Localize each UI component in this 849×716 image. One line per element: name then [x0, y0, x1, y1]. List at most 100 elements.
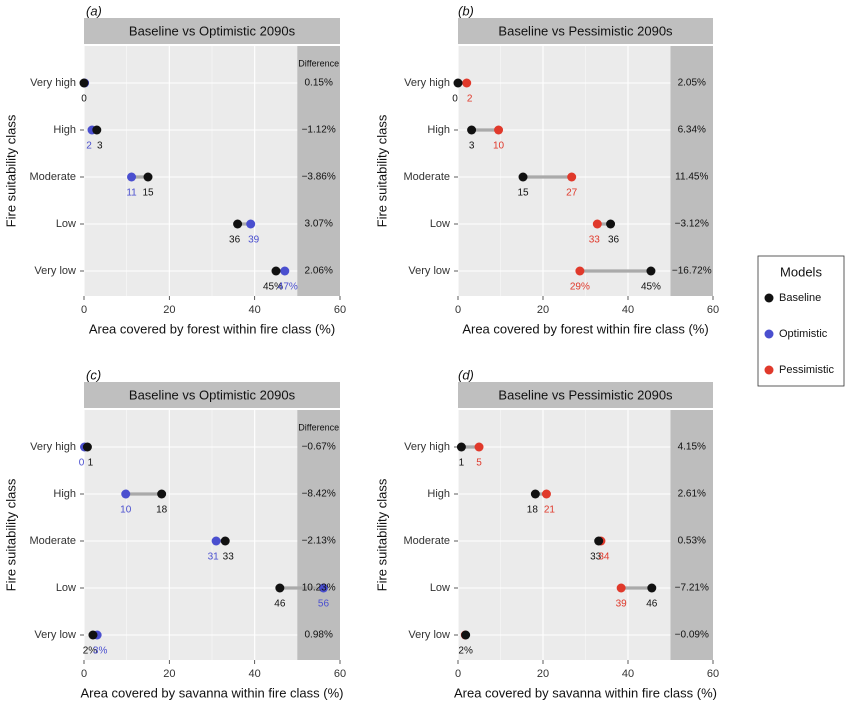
baseline-point: [157, 489, 167, 499]
optimistic-value-label: 11: [126, 188, 137, 199]
title-strip: [84, 18, 340, 44]
x-axis-title: Area covered by forest within fire class…: [462, 321, 708, 336]
category-label: Low: [430, 218, 450, 230]
baseline-value-label: 3: [469, 141, 475, 152]
x-tick-label: 40: [249, 668, 261, 680]
baseline-point: [518, 172, 528, 182]
difference-band: [670, 410, 713, 660]
baseline-value-label: 15: [142, 188, 154, 199]
baseline-point: [606, 219, 616, 229]
x-tick-label: 0: [81, 304, 87, 316]
difference-value: −2.13%: [302, 536, 336, 547]
x-tick-label: 40: [622, 304, 634, 316]
pessimistic-value-label: 21: [544, 505, 556, 516]
optimistic-value-label: 56: [318, 599, 330, 610]
y-axis-title: Fire suitability class: [374, 114, 389, 227]
baseline-point: [220, 536, 230, 546]
difference-value: −0.67%: [302, 442, 336, 453]
baseline-value-label: 18: [156, 505, 168, 516]
optimistic-point: [127, 172, 137, 182]
baseline-point: [275, 583, 285, 593]
optimistic-value-label: 31: [208, 552, 220, 563]
baseline-value-label: 0: [81, 94, 87, 105]
baseline-value-label: 1: [459, 458, 465, 469]
difference-value: −7.21%: [675, 583, 709, 594]
optimistic-value-label: 10: [120, 505, 132, 516]
legend-title: Models: [780, 264, 822, 279]
baseline-value-label: 1: [88, 458, 94, 469]
category-label: High: [53, 124, 76, 136]
difference-band: [297, 46, 340, 296]
panel-c: (c) Baseline vs Optimistic 2090s Differenc…: [3, 367, 346, 700]
difference-value: −1.12%: [302, 125, 336, 136]
baseline-value-label: 45%: [641, 282, 661, 293]
baseline-value-label: 18: [527, 505, 539, 516]
x-tick-label: 60: [707, 668, 719, 680]
baseline-value-label: 46: [646, 599, 658, 610]
difference-value: 2.06%: [304, 266, 332, 277]
x-tick-label: 20: [537, 668, 549, 680]
difference-value: 2.61%: [678, 489, 706, 500]
title-strip: [458, 18, 713, 44]
category-label: High: [427, 488, 450, 500]
optimistic-point: [318, 583, 328, 593]
x-axis-title: Area covered by forest within fire class…: [89, 321, 335, 336]
difference-value: 2.05%: [678, 78, 706, 89]
baseline-point: [233, 219, 243, 229]
baseline-value-label: 2%: [83, 646, 98, 657]
category-label: Low: [430, 582, 450, 594]
baseline-point: [79, 78, 89, 88]
category-label: Low: [56, 582, 76, 594]
legend-pessimistic-marker: [764, 365, 774, 375]
category-label: Very low: [34, 265, 76, 277]
legend-box: [757, 255, 845, 387]
baseline-point: [92, 125, 102, 135]
x-tick-label: 0: [81, 668, 87, 680]
pessimistic-point: [474, 442, 484, 452]
pessimistic-point: [462, 78, 472, 88]
difference-band: [670, 46, 713, 296]
category-label: Very high: [30, 441, 76, 453]
x-axis-title: Area covered by savanna within fire clas…: [80, 685, 343, 700]
optimistic-point: [121, 489, 131, 499]
pessimistic-value-label: 34: [598, 552, 610, 563]
pessimistic-value-label: 29%: [570, 282, 590, 293]
difference-band: [297, 410, 340, 660]
difference-header: Difference: [298, 58, 339, 68]
optimistic-point: [246, 219, 256, 229]
x-axis-title: Area covered by savanna within fire clas…: [454, 685, 717, 700]
optimistic-point: [280, 266, 290, 276]
difference-value: −0.09%: [675, 630, 709, 641]
difference-value: −16.72%: [672, 266, 712, 277]
baseline-value-label: 3: [97, 141, 103, 152]
difference-value: 0.53%: [678, 536, 706, 547]
legend: Models Baseline Optimistic Pessimistic: [757, 255, 845, 387]
difference-value: −3.86%: [302, 172, 336, 183]
pessimistic-value-label: 33: [589, 235, 601, 246]
baseline-point: [271, 266, 281, 276]
baseline-point: [456, 442, 466, 452]
baseline-point: [530, 489, 540, 499]
category-label: Low: [56, 218, 76, 230]
category-label: Very low: [34, 629, 76, 641]
y-axis-title: Fire suitability class: [3, 114, 18, 227]
x-tick-label: 40: [249, 304, 261, 316]
baseline-value-label: 0: [452, 94, 458, 105]
baseline-point: [646, 266, 656, 276]
pessimistic-value-label: 5: [476, 458, 482, 469]
legend-baseline-marker: [764, 293, 774, 303]
category-label: High: [427, 124, 450, 136]
panel-label: (a): [86, 3, 102, 18]
baseline-value-label: 2%: [458, 646, 473, 657]
difference-value: 6.34%: [678, 125, 706, 136]
optimistic-value-label: 39: [248, 235, 260, 246]
baseline-point: [453, 78, 463, 88]
pessimistic-value-label: 39: [616, 599, 628, 610]
legend-pessimistic-label: Pessimistic: [779, 364, 835, 376]
x-tick-label: 60: [707, 304, 719, 316]
y-axis-title: Fire suitability class: [3, 478, 18, 591]
category-label: Moderate: [404, 535, 450, 547]
panel-a: (a) Baseline vs Optimistic 2090s Differenc…: [3, 3, 346, 336]
category-label: Very low: [408, 629, 450, 641]
optimistic-point: [211, 536, 221, 546]
